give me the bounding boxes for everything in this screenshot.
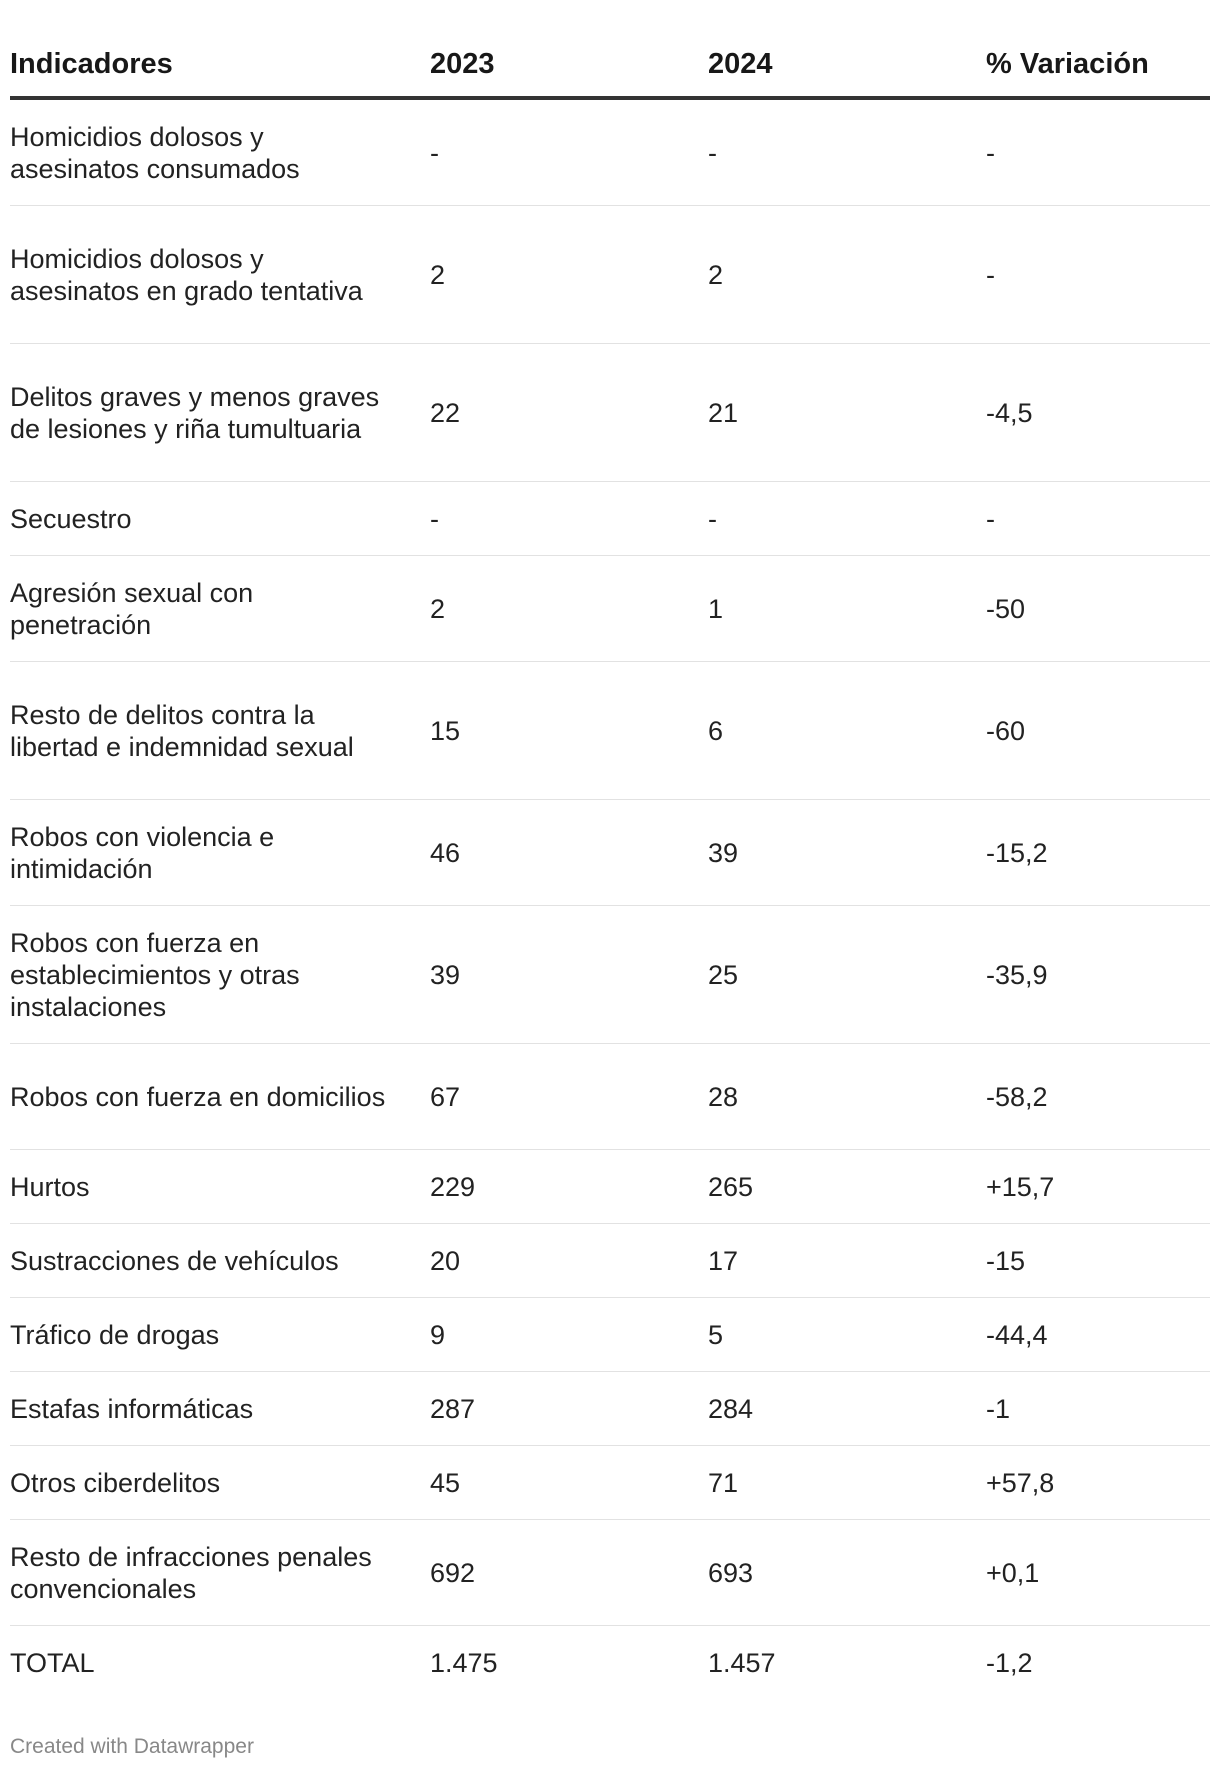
value-2023-cell: - [430,481,708,556]
value-2024-cell: 265 [708,1149,986,1224]
variation-cell: -1 [986,1371,1210,1446]
header-row: Indicadores 2023 2024 % Variación [10,30,1210,100]
table-row: Hurtos 229 265 +15,7 [10,1149,1210,1224]
variation-cell: - [986,205,1210,344]
value-2023-cell: 15 [430,661,708,800]
table-header: Indicadores 2023 2024 % Variación [10,30,1210,100]
column-header-2023: 2023 [430,30,708,100]
variation-cell: - [986,481,1210,556]
value-2023-cell: - [430,98,708,206]
crime-indicators-table: Indicadores 2023 2024 % Variación Homici… [10,30,1210,1699]
table-body: Homicidios dolosos y asesinatos consumad… [10,98,1210,1699]
variation-cell: +0,1 [986,1519,1210,1626]
variation-cell: -58,2 [986,1043,1210,1150]
value-2024-cell: 284 [708,1371,986,1446]
column-header-indicadores: Indicadores [10,30,430,100]
table-row: Sustracciones de vehículos 20 17 -15 [10,1223,1210,1298]
indicator-cell: Otros ciberdelitos [10,1445,430,1520]
variation-cell: -35,9 [986,905,1210,1044]
variation-cell: -15,2 [986,799,1210,906]
table-row: Tráfico de drogas 9 5 -44,4 [10,1297,1210,1372]
value-2023-cell: 67 [430,1043,708,1150]
table-row: Secuestro - - - [10,481,1210,556]
value-2023-cell: 229 [430,1149,708,1224]
indicator-cell: Homicidios dolosos y asesinatos consumad… [10,98,430,206]
variation-cell: +57,8 [986,1445,1210,1520]
value-2024-cell: 71 [708,1445,986,1520]
value-2024-cell: 25 [708,905,986,1044]
table-row: Homicidios dolosos y asesinatos en grado… [10,205,1210,344]
indicator-cell: Homicidios dolosos y asesinatos en grado… [10,205,430,344]
indicator-cell: Agresión sexual con penetración [10,555,430,662]
variation-cell: -50 [986,555,1210,662]
table-row: Agresión sexual con penetración 2 1 -50 [10,555,1210,662]
value-2023-cell: 9 [430,1297,708,1372]
variation-cell: -15 [986,1223,1210,1298]
column-header-variacion: % Variación [986,30,1210,100]
variation-cell: -1,2 [986,1647,1033,1678]
table-row: Estafas informáticas 287 284 -1 [10,1371,1210,1446]
datawrapper-credit-link[interactable]: Created with Datawrapper [10,1735,254,1758]
value-2023-cell: 2 [430,205,708,344]
table-row: Homicidios dolosos y asesinatos consumad… [10,98,1210,206]
total-row: TOTAL 1.475 1.457 -1,2 [10,1626,1210,1700]
variation-cell: +15,7 [986,1149,1210,1224]
variation-cell: - [986,98,1210,206]
table-row: Robos con fuerza en establecimientos y o… [10,905,1210,1044]
value-2023-cell: 45 [430,1445,708,1520]
value-2023-cell: 1.475 [430,1647,498,1678]
indicator-cell: Robos con fuerza en establecimientos y o… [10,905,430,1044]
value-2024-cell: 6 [708,661,986,800]
value-2024-cell: 21 [708,343,986,482]
table-row: Otros ciberdelitos 45 71 +57,8 [10,1445,1210,1520]
indicator-cell: Robos con violencia e intimidación [10,799,430,906]
value-2023-cell: 20 [430,1223,708,1298]
value-2024-cell: 693 [708,1519,986,1626]
value-2024-cell: - [708,481,986,556]
table-row: Resto de delitos contra la libertad e in… [10,661,1210,800]
indicator-cell: Sustracciones de vehículos [10,1223,430,1298]
value-2024-cell: 1.457 [708,1647,776,1678]
value-2023-cell: 22 [430,343,708,482]
value-2024-cell: 2 [708,205,986,344]
variation-cell: -44,4 [986,1297,1210,1372]
indicator-cell: Resto de infracciones penales convencion… [10,1519,430,1626]
indicator-cell: TOTAL [10,1647,95,1678]
value-2024-cell: 28 [708,1043,986,1150]
indicator-cell: Tráfico de drogas [10,1297,430,1372]
value-2024-cell: 5 [708,1297,986,1372]
indicator-cell: Resto de delitos contra la libertad e in… [10,661,430,800]
table-row: Resto de infracciones penales convencion… [10,1519,1210,1626]
indicator-cell: Hurtos [10,1149,430,1224]
value-2024-cell: - [708,98,986,206]
table-row: Robos con violencia e intimidación 46 39… [10,799,1210,906]
value-2024-cell: 1 [708,555,986,662]
value-2023-cell: 692 [430,1519,708,1626]
value-2023-cell: 287 [430,1371,708,1446]
indicator-cell: Delitos graves y menos graves de lesione… [10,343,430,482]
value-2024-cell: 17 [708,1223,986,1298]
value-2023-cell: 2 [430,555,708,662]
variation-cell: -60 [986,661,1210,800]
table-row: Robos con fuerza en domicilios 67 28 -58… [10,1043,1210,1150]
table-row: Delitos graves y menos graves de lesione… [10,343,1210,482]
column-header-2024: 2024 [708,30,986,100]
value-2024-cell: 39 [708,799,986,906]
variation-cell: -4,5 [986,343,1210,482]
indicator-cell: Estafas informáticas [10,1371,430,1446]
indicator-cell: Robos con fuerza en domicilios [10,1043,430,1150]
value-2023-cell: 46 [430,799,708,906]
value-2023-cell: 39 [430,905,708,1044]
indicator-cell: Secuestro [10,481,430,556]
